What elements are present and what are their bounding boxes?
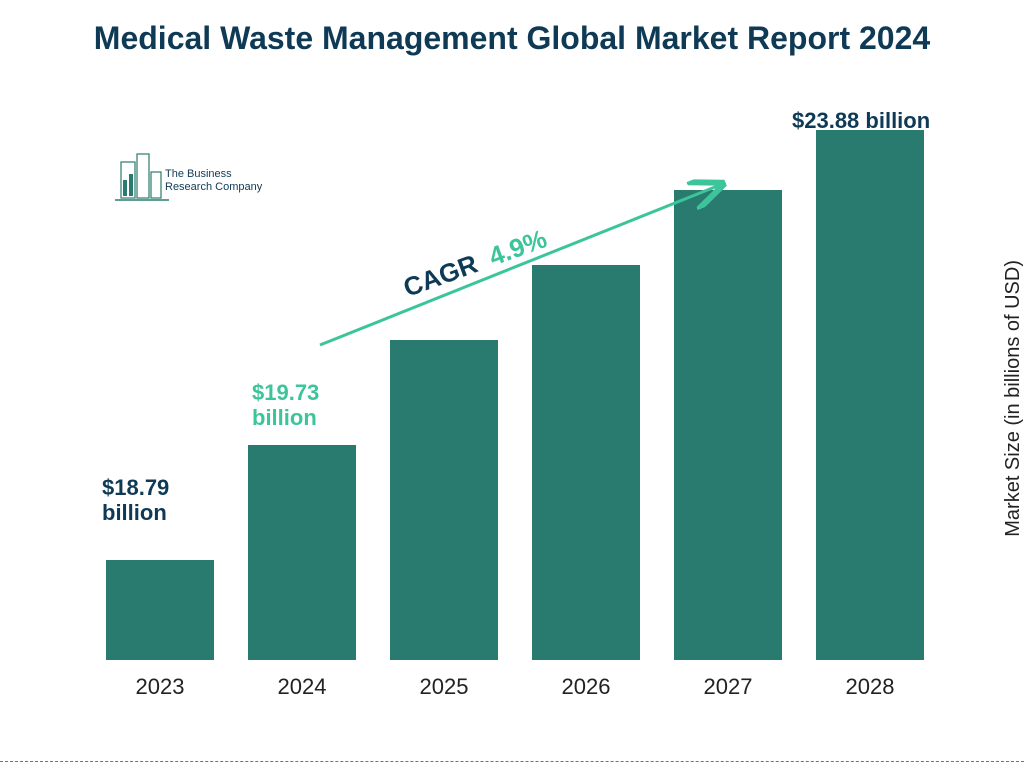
- xlabel-2025: 2025: [384, 674, 504, 700]
- xlabel-2024: 2024: [242, 674, 362, 700]
- xlabel-2027: 2027: [668, 674, 788, 700]
- bar-2024: [248, 445, 356, 660]
- value-label-2024: $19.73 billion: [252, 380, 319, 431]
- bar-2023: [106, 560, 214, 660]
- footer-divider: [0, 761, 1024, 762]
- value-label-2023: $18.79 billion: [102, 475, 169, 526]
- xlabel-2023: 2023: [100, 674, 220, 700]
- bar-2025: [390, 340, 498, 660]
- bar-2028: [816, 130, 924, 660]
- value-label-2028: $23.88 billion: [792, 108, 930, 133]
- xlabel-2028: 2028: [810, 674, 930, 700]
- xlabel-2026: 2026: [526, 674, 646, 700]
- cagr-arrow: [310, 165, 740, 365]
- y-axis-label: Market Size (in billions of USD): [1002, 260, 1024, 537]
- chart-title: Medical Waste Management Global Market R…: [0, 18, 1024, 58]
- x-axis-labels: 2023 2024 2025 2026 2027 2028: [100, 674, 930, 700]
